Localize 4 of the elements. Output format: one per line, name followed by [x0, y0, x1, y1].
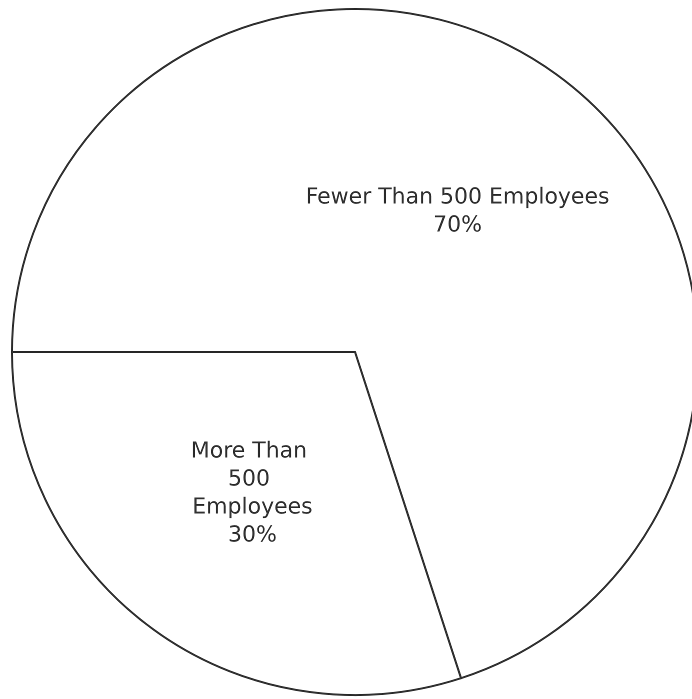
data-label: 70%	[433, 212, 482, 238]
slice-label: More Than 500 Employees	[190, 438, 314, 520]
data-label: 30%	[228, 522, 277, 548]
slice-label: Fewer Than 500 Employees	[306, 184, 610, 210]
